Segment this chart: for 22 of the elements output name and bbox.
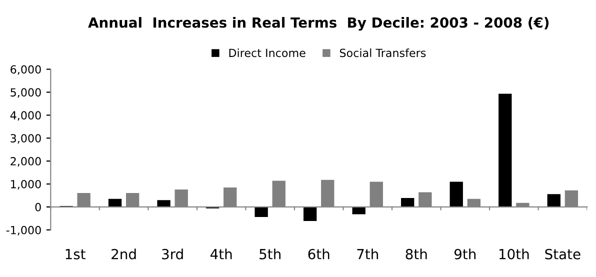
x-tick-label: State <box>545 248 580 260</box>
y-tick-label: 4,000 <box>10 111 41 121</box>
x-tick-label: 6th <box>308 248 330 260</box>
y-tick-label: 0 <box>35 202 41 212</box>
x-tick-label: 5th <box>260 248 280 260</box>
x-tick-label: 9th <box>454 248 476 260</box>
chart-title: Annual Increases in Real Terms By Decile: 2003 - 2008 (€) <box>88 17 549 31</box>
x-tick-label: 3rd <box>162 248 183 260</box>
x-tick-label: 10th <box>499 248 529 260</box>
y-tick-label: 5,000 <box>10 88 41 98</box>
x-tick-label: 7th <box>357 248 378 260</box>
y-tick-label: -1,000 <box>6 226 41 236</box>
y-tick-label: 1,000 <box>11 180 41 190</box>
x-tick-label: 4th <box>210 248 232 260</box>
y-tick-label: 6,000 <box>10 65 41 75</box>
x-tick-label: 8th <box>406 248 427 260</box>
x-tick-label: 1st <box>66 249 86 260</box>
x-tick-label: 2nd <box>112 248 136 260</box>
y-tick-label: 3,000 <box>10 134 41 144</box>
legend-label: Social Transfers <box>340 48 426 58</box>
y-tick-label: 2,000 <box>10 157 41 167</box>
legend-label: Direct Income <box>229 48 306 58</box>
